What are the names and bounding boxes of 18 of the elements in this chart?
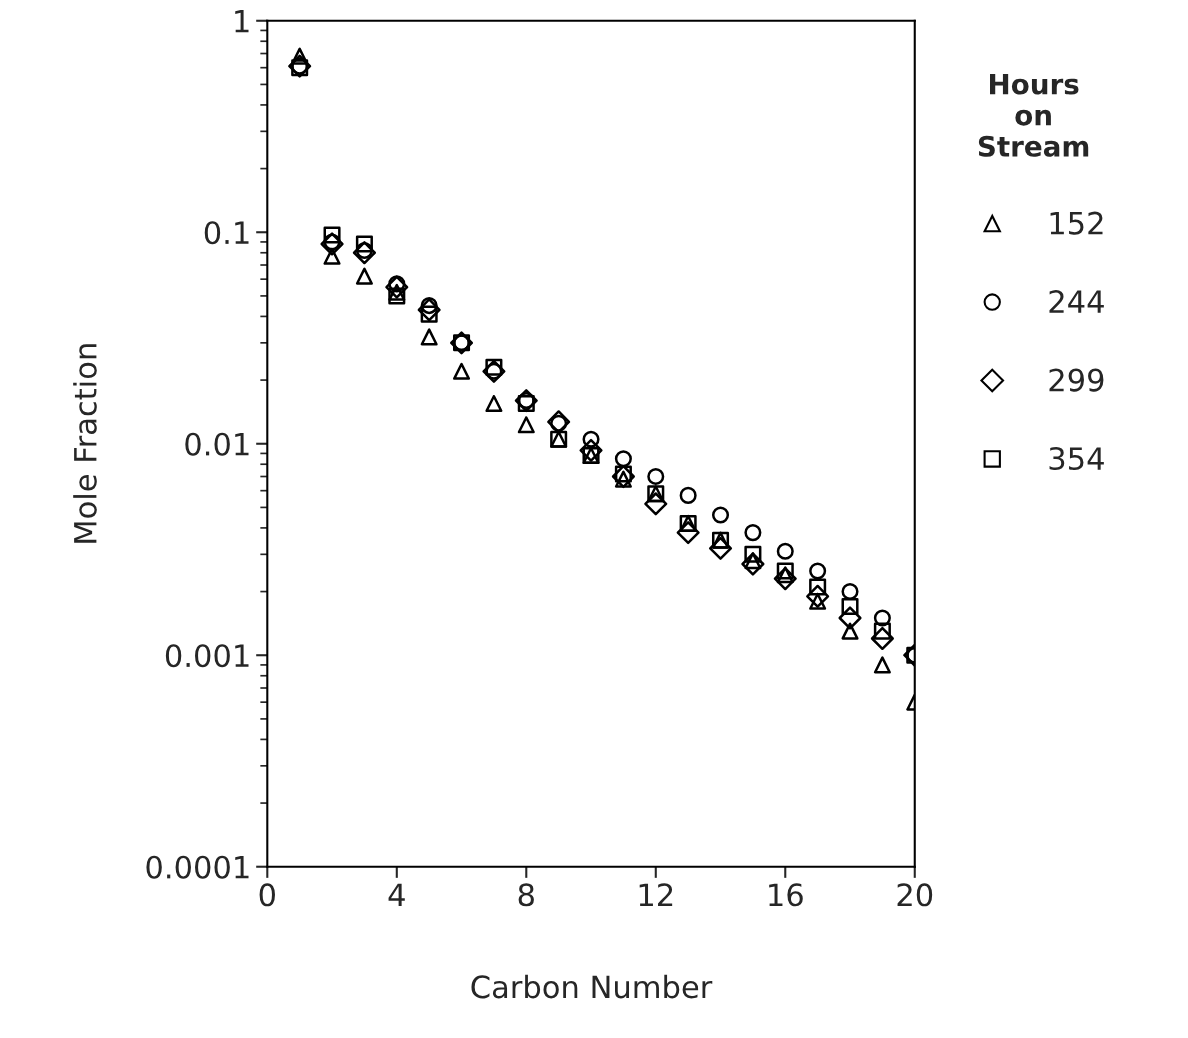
legend-label: 244	[1049, 290, 1104, 313]
y-tick-label: 0.001	[165, 644, 249, 668]
y-tick-label: 0.0001	[146, 855, 249, 879]
x-tick-label: 16	[769, 883, 803, 907]
legend-label: 299	[1049, 368, 1104, 392]
y-axis-title: Mole Fraction	[73, 344, 97, 543]
y-tick-label: 0.1	[204, 221, 249, 245]
x-tick-label: 8	[518, 883, 534, 907]
x-tick-label: 0	[259, 883, 275, 907]
y-tick-label: 0.01	[185, 432, 249, 456]
x-axis-title: Carbon Number	[471, 974, 713, 999]
x-tick-label: 4	[388, 883, 405, 906]
legend-label: 354	[1049, 446, 1104, 471]
y-tick-label: 1	[235, 10, 249, 33]
legend-label: 152	[1050, 211, 1103, 235]
legend-title: Hours on Stream	[978, 73, 1089, 157]
x-tick-label: 12	[639, 883, 673, 906]
x-tick-label: 20	[897, 883, 933, 907]
